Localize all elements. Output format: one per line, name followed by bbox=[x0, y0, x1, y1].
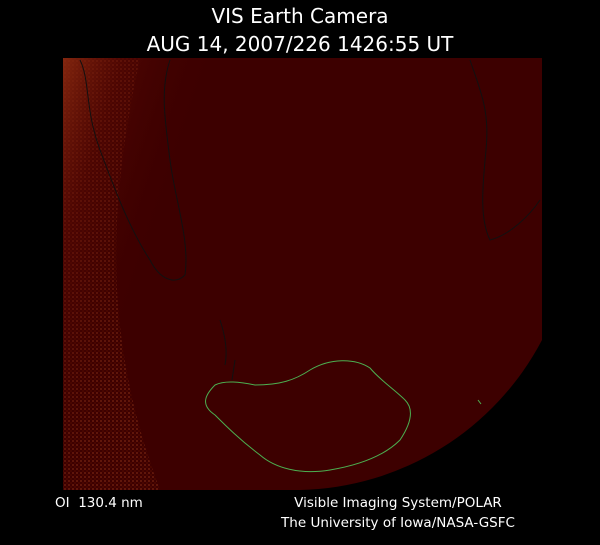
coastline-antarctica bbox=[205, 360, 411, 473]
coastline-island bbox=[477, 399, 482, 405]
coastline-africa bbox=[469, 59, 541, 241]
title: VIS Earth Camera bbox=[211, 4, 388, 28]
limb-glow bbox=[63, 58, 542, 490]
coastline-south-america bbox=[79, 59, 187, 281]
institution: The University of Iowa/NASA-GSFC bbox=[280, 515, 515, 531]
earth-disk bbox=[63, 58, 542, 490]
coastline-islands bbox=[219, 319, 236, 381]
timestamp: AUG 14, 2007/226 1426:55 UT bbox=[147, 32, 455, 56]
wavelength: OI 130.4 nm bbox=[55, 495, 143, 511]
instrument: Visible Imaging System/POLAR bbox=[294, 495, 502, 511]
